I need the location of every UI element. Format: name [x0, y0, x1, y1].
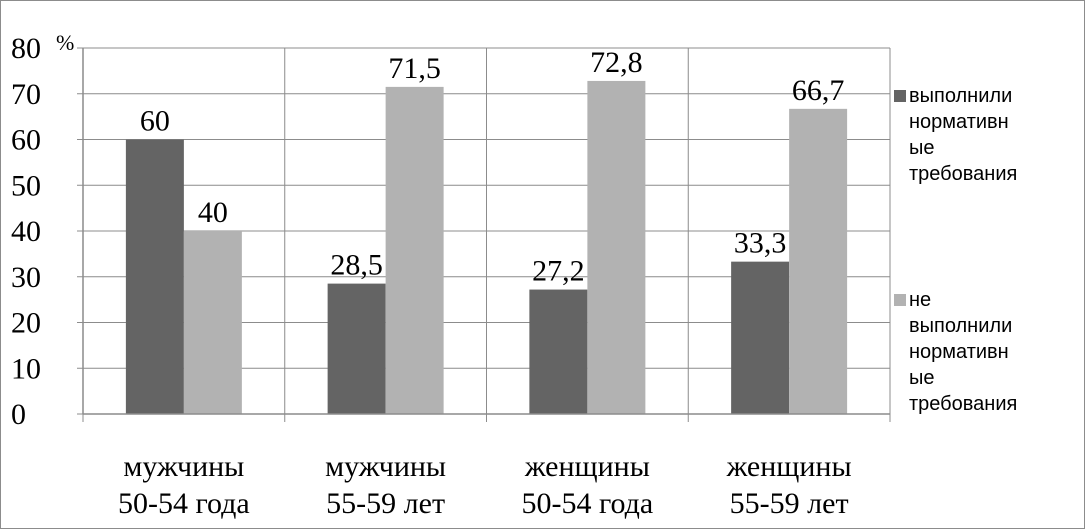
- legend-swatch-series-2: [894, 294, 906, 306]
- legend: выполнили нормативн ые требования не выполнил…: [894, 85, 1017, 415]
- y-unit-label: %: [56, 30, 74, 55]
- y-tick-label: 20: [11, 307, 41, 340]
- legend-label: выполнили: [909, 85, 1012, 107]
- bar-series-1-cat-4: [731, 261, 790, 414]
- labels-layer: 60 40 28,5 71,5 27,2 72,8 33,3 66,7: [140, 46, 845, 288]
- bar-series-1-cat-2: [327, 283, 386, 414]
- data-label: 27,2: [532, 255, 585, 288]
- y-tick-label: 60: [11, 124, 41, 157]
- x-category-label: 55-59 лет: [730, 487, 849, 520]
- legend-label: не: [909, 289, 931, 311]
- bar-series-2-cat-2: [385, 86, 444, 414]
- x-category-label: 50-54 года: [118, 487, 250, 520]
- x-category-label: мужчины: [123, 450, 244, 483]
- legend-swatch-series-1: [894, 90, 906, 102]
- data-label: 40: [198, 196, 228, 229]
- axis-layer: 0 10 20 30 40 50 60 70 80 % мужчины 50-54 года мужчи…: [11, 30, 891, 520]
- legend-label: нормативн: [909, 341, 1009, 363]
- x-category-label: женщины: [524, 450, 650, 483]
- legend-label: ые: [909, 367, 935, 389]
- legend-label: требования: [909, 163, 1017, 185]
- bar-series-2-cat-4: [789, 108, 848, 414]
- y-tick-label: 10: [11, 352, 41, 385]
- bar-series-2-cat-3: [587, 80, 646, 414]
- y-tick-label: 0: [11, 398, 26, 431]
- x-category-label: мужчины: [325, 450, 446, 483]
- bar-series-2-cat-1: [183, 231, 242, 414]
- bars-layer: [125, 80, 848, 414]
- data-label: 71,5: [388, 52, 441, 85]
- x-category-label: 50-54 года: [521, 487, 653, 520]
- y-tick-label: 70: [11, 78, 41, 111]
- y-tick-label: 30: [11, 261, 41, 294]
- data-label: 33,3: [734, 227, 787, 260]
- legend-label: требования: [909, 393, 1017, 415]
- data-label: 66,7: [792, 74, 845, 107]
- legend-label: нормативн: [909, 111, 1009, 133]
- y-tick-label: 80: [11, 32, 41, 65]
- y-tick-label: 40: [11, 215, 41, 248]
- data-label: 28,5: [330, 249, 383, 282]
- legend-label: выполнили: [909, 315, 1012, 337]
- y-tick-label: 50: [11, 169, 41, 202]
- x-category-label: 55-59 лет: [326, 487, 445, 520]
- data-label: 72,8: [590, 46, 643, 79]
- data-label: 60: [140, 105, 170, 138]
- legend-label: ые: [909, 137, 935, 159]
- bar-series-1-cat-1: [125, 139, 184, 414]
- x-category-label: женщины: [726, 450, 852, 483]
- bar-series-1-cat-3: [529, 289, 588, 414]
